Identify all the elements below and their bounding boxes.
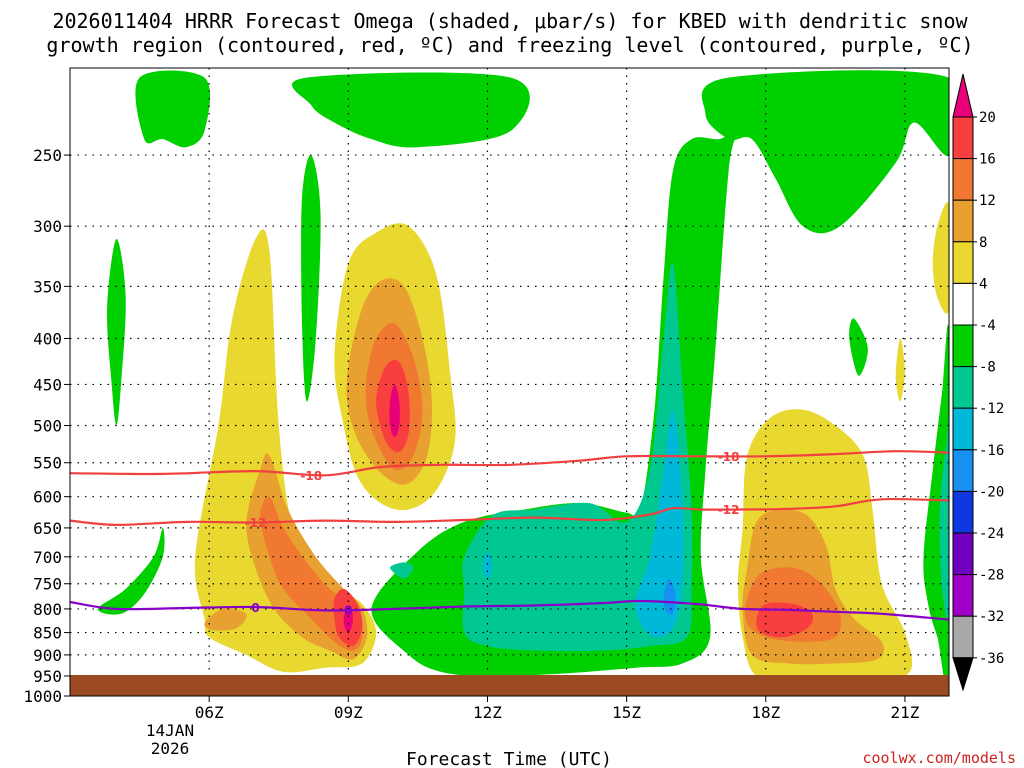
omega-region-4: [895, 338, 905, 402]
colorbar-label-8: 8: [979, 235, 987, 251]
colorbar-segment-20: [952, 116, 974, 160]
colorbar-label-4: 4: [979, 276, 987, 292]
colorbar-top-triangle: [952, 73, 974, 118]
y-tick-label-250: 250: [33, 146, 62, 165]
date-label-day: 14JAN: [146, 721, 194, 740]
y-tick-label-800: 800: [33, 600, 62, 619]
colorbar-label-16: 16: [979, 152, 996, 168]
contour--12: [70, 497, 949, 527]
contour--18: [70, 450, 949, 477]
contour-label-0: 0: [344, 603, 352, 617]
omega-region--12: [482, 551, 493, 579]
colorbar-label--4: -4: [979, 318, 996, 334]
colorbar-label-20: 20: [979, 110, 996, 126]
omega-region--4: [701, 70, 949, 234]
omega-region--4: [341, 75, 358, 97]
colorbar-segment--16: [952, 449, 974, 492]
plot-frame: [69, 67, 950, 697]
x-tick-label-21Z: 21Z: [890, 703, 919, 722]
colorbar-segment--24: [952, 532, 974, 576]
x-tick-label-06Z: 06Z: [195, 703, 224, 722]
pressure-axis: 250 300 350 400 450 500 550 600 650 700 750 800 850 9…: [23, 146, 70, 706]
y-tick-label-950: 950: [33, 667, 62, 686]
y-tick-label-500: 500: [33, 417, 62, 436]
x-tick-label-15Z: 15Z: [612, 703, 641, 722]
time-axis: 06Z 09Z 12Z 15Z 18Z 21Z: [195, 696, 920, 722]
contour-label--18: -18: [300, 469, 322, 483]
plot-area: -18 -18 -12 -12 0 0: [70, 68, 949, 696]
omega-region--4: [923, 324, 949, 690]
omega-region--4: [97, 527, 165, 615]
contour-labels: -18 -18 -12 -12 0 0: [245, 450, 740, 618]
colorbar-label--24: -24: [979, 526, 1004, 542]
y-tick-label-650: 650: [33, 519, 62, 538]
omega-region--4: [301, 154, 321, 402]
y-tick-label-850: 850: [33, 624, 62, 643]
colorbar-segment--32: [952, 615, 974, 659]
colorbar-segment-16: [952, 158, 974, 201]
omega-region-4: [194, 229, 377, 673]
colorbar: 20 16 12 8 4 -4 -8 -12 -16 -20 -24 -28 -32 -36: [952, 73, 1004, 692]
colorbar-segment--12: [952, 407, 974, 451]
omega-region--8: [462, 262, 693, 652]
y-tick-label-300: 300: [33, 217, 62, 236]
x-tick-label-18Z: 18Z: [751, 703, 780, 722]
temperature-contours: [70, 450, 949, 621]
y-tick-label-550: 550: [33, 454, 62, 473]
omega-region--16: [663, 578, 676, 616]
title-line-1: 2026011404 HRRR Forecast Omega (shaded, …: [52, 9, 968, 33]
y-tick-label-1000: 1000: [23, 687, 62, 706]
x-tick-label-12Z: 12Z: [473, 703, 502, 722]
y-tick-label-750: 750: [33, 575, 62, 594]
date-label-year: 2026: [151, 739, 190, 758]
y-tick-label-600: 600: [33, 488, 62, 507]
y-tick-label-400: 400: [33, 329, 62, 348]
colorbar-label-12: 12: [979, 193, 996, 209]
colorbar-label--12: -12: [979, 401, 1004, 417]
colorbar-segment-8: [952, 241, 974, 284]
colorbar-segment--4: [952, 324, 974, 368]
y-tick-label-450: 450: [33, 375, 62, 394]
x-tick-label-09Z: 09Z: [334, 703, 363, 722]
omega-region--4: [135, 70, 211, 148]
y-tick-label-350: 350: [33, 277, 62, 296]
credit-link[interactable]: coolwx.com/models: [862, 749, 1016, 767]
omega-region-4: [932, 202, 949, 314]
y-tick-label-900: 900: [33, 646, 62, 665]
contour-label--18: -18: [718, 450, 740, 464]
ground-surface: [70, 675, 949, 696]
colorbar-segment--8: [952, 366, 974, 409]
colorbar-label--36: -36: [979, 651, 1004, 667]
colorbar-label--32: -32: [979, 609, 1004, 625]
omega-region--4: [106, 238, 126, 426]
title-line-2: growth region (contoured, red, ºC) and f…: [46, 33, 973, 57]
omega-region-20: [389, 384, 400, 438]
omega-region--8: [390, 562, 414, 579]
colorbar-bottom-triangle: [952, 657, 974, 692]
colorbar-segment-12: [952, 199, 974, 243]
omega-region-8: [204, 608, 247, 631]
colorbar-label--16: -16: [979, 443, 1004, 459]
omega-region--8: [939, 413, 949, 620]
colorbar-segment--20: [952, 490, 974, 534]
contour-label--12: -12: [245, 516, 267, 530]
omega-region--4: [291, 72, 530, 148]
y-tick-label-700: 700: [33, 548, 62, 567]
colorbar-label--20: -20: [979, 484, 1004, 500]
colorbar-label--8: -8: [979, 360, 996, 376]
colorbar-label--28: -28: [979, 568, 1004, 584]
omega-region--12: [635, 409, 684, 638]
colorbar-segment--28: [952, 574, 974, 617]
omega-region--4: [849, 318, 868, 376]
contour-label--12: -12: [718, 503, 740, 517]
contour-0: [70, 599, 949, 621]
contour-label-0: 0: [251, 601, 259, 615]
colorbar-segment-4: [952, 282, 974, 326]
x-axis-label: Forecast Time (UTC): [406, 749, 612, 768]
omega-region-20: [343, 605, 353, 633]
